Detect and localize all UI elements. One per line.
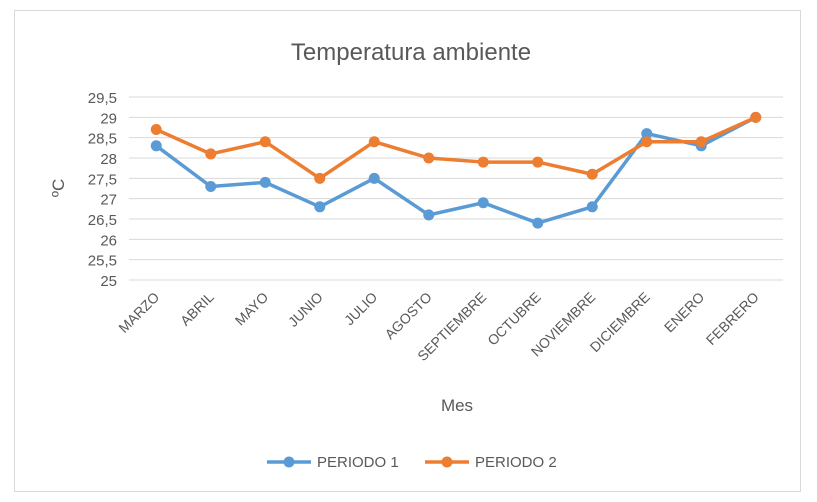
y-tick-label: 25,5 [88, 253, 117, 270]
y-tick-label: 27 [100, 192, 117, 209]
data-point [641, 136, 653, 148]
y-tick-label: 26,5 [88, 212, 117, 229]
data-point [477, 197, 489, 209]
legend-label: PERIODO 1 [317, 454, 399, 471]
x-axis-label: Mes [441, 396, 473, 415]
data-point [150, 124, 162, 136]
x-tick-label: FEBRERO [703, 289, 762, 348]
y-tick-label: 28,5 [88, 131, 117, 148]
legend-item-2: PERIODO 2 [425, 454, 557, 471]
x-tick-label: MAYO [232, 289, 272, 329]
data-point [205, 148, 217, 160]
x-axis-ticks: MARZO ABRIL MAYO JUNIO JULIO AGOSTOSEPTIEMBRE… [115, 289, 762, 364]
x-tick-label: ENERO [661, 289, 708, 336]
series-line [154, 115, 758, 225]
data-point [532, 156, 544, 168]
data-point [314, 201, 326, 213]
y-tick-label: 27,5 [88, 171, 117, 188]
y-tick-label: 26 [100, 232, 117, 249]
y-tick-label: 25 [100, 273, 117, 290]
data-point [423, 209, 435, 221]
y-tick-label: 28 [100, 151, 117, 168]
chart-title: Temperatura ambiente [291, 39, 531, 66]
y-tick-label: 29 [100, 110, 117, 127]
data-point [150, 140, 162, 152]
gridlines [129, 96, 783, 281]
legend-swatch-marker [283, 456, 295, 468]
legend-label: PERIODO 2 [475, 454, 557, 471]
x-tick-label: JUNIO [285, 289, 326, 330]
x-tick-label: ABRIL [177, 289, 217, 329]
y-axis-label: ºC [49, 179, 68, 198]
data-point [750, 111, 762, 123]
data-point [641, 128, 653, 140]
data-point [368, 136, 380, 148]
data-point [586, 201, 598, 213]
y-axis-ticks: 25 25,5 26 26,5 27 27,5 28 28,5 29 29,5 [88, 90, 117, 290]
series [150, 111, 762, 229]
series-2 [150, 111, 762, 184]
x-tick-label: AGOSTO [381, 289, 435, 343]
data-point [423, 152, 435, 164]
data-point [532, 217, 544, 229]
legend-swatch-marker [441, 456, 453, 468]
x-tick-label: MARZO [115, 289, 162, 336]
data-point [259, 136, 271, 148]
x-tick-label: JULIO [341, 289, 380, 328]
chart-frame: 25 25,5 26 26,5 27 27,5 28 28,5 29 29,5 MARZO ABRI… [14, 10, 801, 492]
series-line [154, 115, 758, 181]
data-point [205, 180, 217, 192]
legend-item-1: PERIODO 1 [267, 454, 399, 471]
line-chart: 25 25,5 26 26,5 27 27,5 28 28,5 29 29,5 MARZO ABRI… [49, 39, 783, 471]
data-point [477, 156, 489, 168]
series-1 [150, 111, 762, 229]
data-point [368, 172, 380, 184]
y-tick-label: 29,5 [88, 90, 117, 107]
data-point [695, 136, 707, 148]
data-point [314, 172, 326, 184]
legend: PERIODO 1 PERIODO 2 [267, 454, 557, 471]
data-point [259, 176, 271, 188]
data-point [586, 168, 598, 180]
